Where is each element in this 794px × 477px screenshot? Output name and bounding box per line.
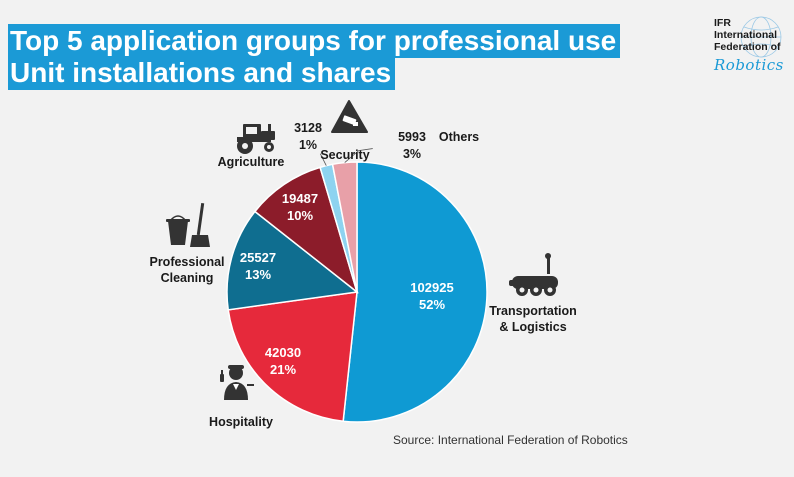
value-label-security: 3128 <box>294 121 322 135</box>
ifr-logo: IFR International Federation of Robotics <box>714 15 784 75</box>
share-label-cleaning: 13% <box>245 267 271 282</box>
category-label-transportation-1: Transportation <box>489 304 577 318</box>
value-label-agriculture: 19487 <box>282 191 318 206</box>
leader-line-security <box>319 153 327 166</box>
waiter-icon <box>220 365 254 400</box>
pie-slice-hospitality <box>227 291 358 423</box>
value-label-cleaning: 25527 <box>240 250 276 265</box>
category-label-transportation-2: & Logistics <box>499 320 566 334</box>
pie-slice-agriculture <box>253 166 359 295</box>
share-label-others: 3% <box>403 147 421 161</box>
leader-line-others <box>344 148 373 163</box>
pie-slice-cleaning <box>226 210 359 311</box>
pie-slice-others <box>331 161 358 293</box>
source-note: Source: International Federation of Robo… <box>393 433 628 447</box>
share-label-transportation: 52% <box>419 297 445 312</box>
category-label-security: Security <box>320 148 369 162</box>
security-camera-icon <box>331 100 368 133</box>
value-label-hospitality: 42030 <box>265 345 301 360</box>
category-label-hospitality: Hospitality <box>209 415 273 429</box>
logo-text-ifr: IFR <box>714 17 731 29</box>
category-label-cleaning-1: Professional <box>149 255 224 269</box>
share-label-hospitality: 21% <box>270 362 296 377</box>
category-label-agriculture: Agriculture <box>218 155 285 169</box>
pie-slice-transportation <box>342 161 488 423</box>
share-label-agriculture: 10% <box>287 208 313 223</box>
service-robot-icon <box>509 253 558 296</box>
category-label-others: Others <box>439 130 479 144</box>
logo-text-international: International <box>714 29 778 41</box>
value-label-transportation: 102925 <box>410 280 453 295</box>
category-label-cleaning-2: Cleaning <box>161 271 214 285</box>
bucket-mop-icon <box>166 203 210 247</box>
globe-icon <box>740 16 782 58</box>
logo-text-robotics: Robotics <box>714 56 784 74</box>
logo-text-federation: Federation of <box>714 41 781 53</box>
tractor-icon <box>237 124 275 154</box>
share-label-security: 1% <box>299 138 317 152</box>
chart-title-line-2: Unit installations and shares <box>8 56 396 90</box>
value-label-others: 5993 <box>398 130 426 144</box>
chart-title-line-1: Top 5 application groups for professiona… <box>8 24 621 58</box>
